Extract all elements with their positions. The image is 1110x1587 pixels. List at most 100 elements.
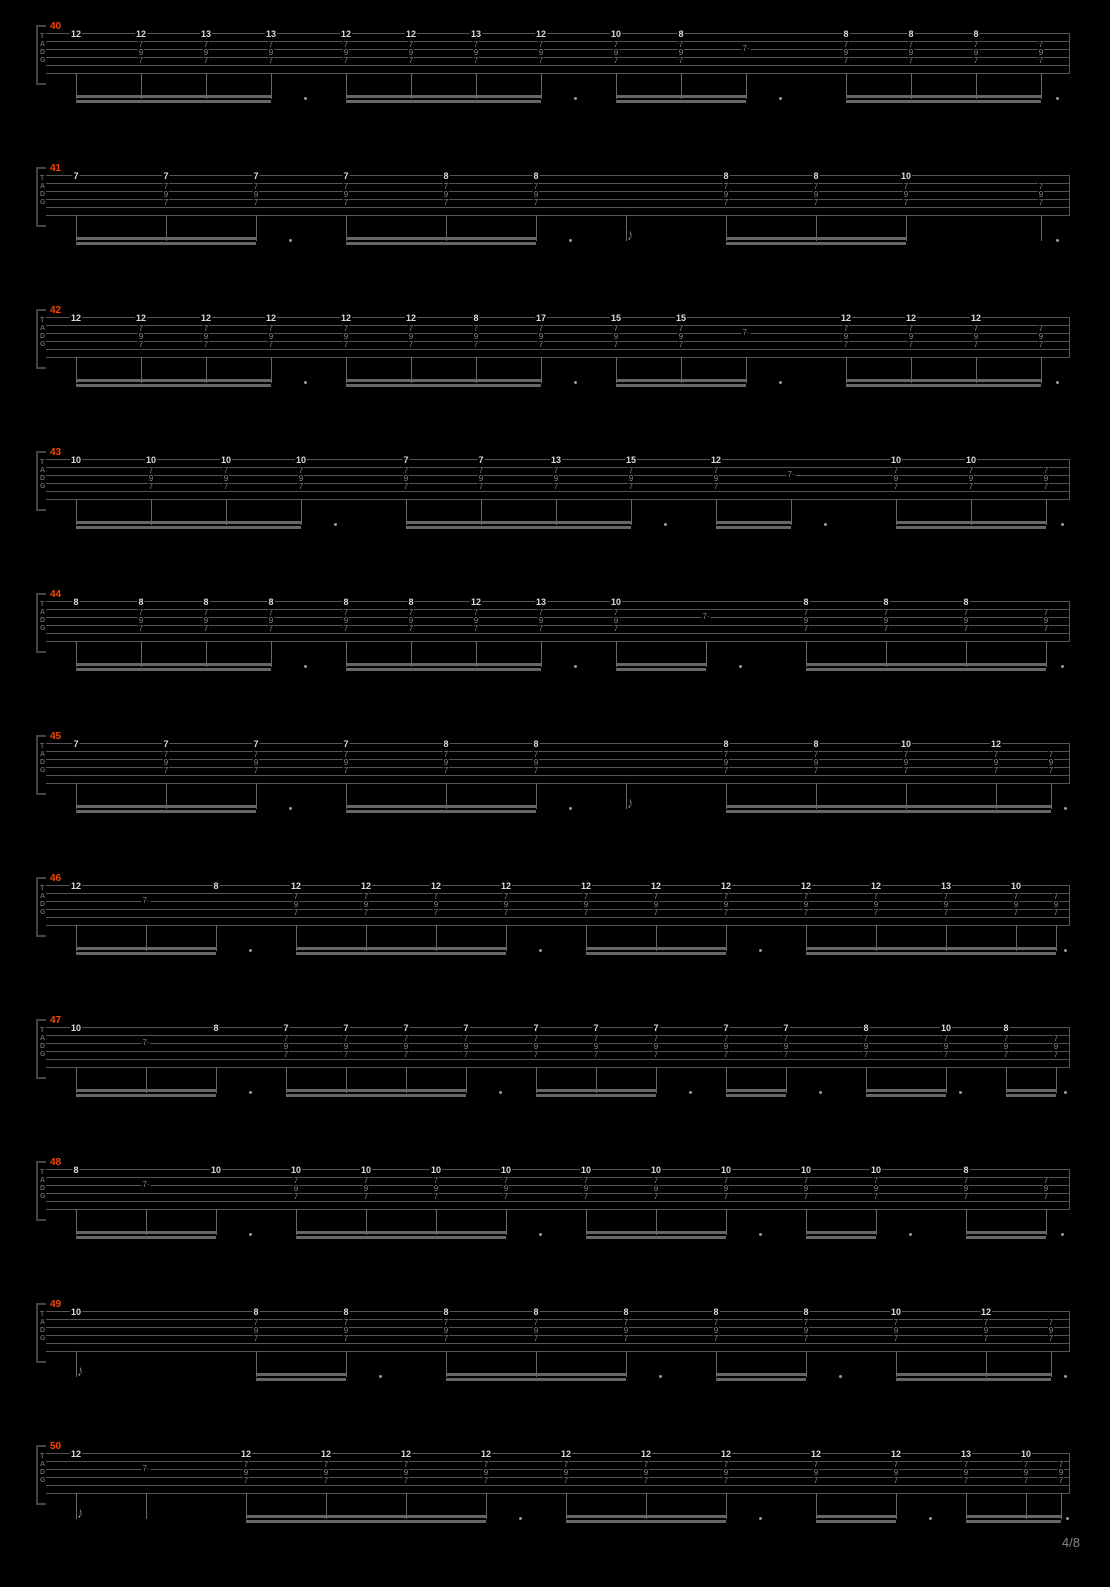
beam xyxy=(76,379,271,389)
chord-stack: 797 xyxy=(803,893,809,917)
beam xyxy=(846,379,1041,389)
fret-number: 12 xyxy=(535,29,547,39)
fret-number: 8 xyxy=(622,1307,629,1317)
beam xyxy=(286,1089,466,1099)
tab-string-labels: TADG xyxy=(40,743,45,775)
fret-number: 10 xyxy=(290,1165,302,1175)
fret-number: 13 xyxy=(535,597,547,607)
note-flag: ♪ xyxy=(628,227,633,245)
duration-dot xyxy=(1064,1091,1067,1094)
fret-number: 12 xyxy=(710,455,722,465)
note-stem xyxy=(1051,783,1052,809)
chord-stack: 797 xyxy=(1043,467,1049,491)
chord-stack: 797 xyxy=(993,751,999,775)
chord-stack: 797 xyxy=(723,183,729,207)
note-stem xyxy=(466,1067,467,1093)
beam xyxy=(76,947,216,957)
fret-number: 8 xyxy=(722,739,729,749)
duration-dot xyxy=(249,949,252,952)
fret-number: 12 xyxy=(200,313,212,323)
chord-stack: 797 xyxy=(723,1177,729,1201)
fret-number: 10 xyxy=(220,455,232,465)
chord-stack: 797 xyxy=(463,1035,469,1059)
fret-number: 12 xyxy=(405,29,417,39)
measure: 41TADG777977797779787978797♪879787971079… xyxy=(40,167,1070,292)
beam xyxy=(346,95,541,105)
note-stem xyxy=(256,215,257,241)
measure: 45TADG777977797779787978797♪879787971079… xyxy=(40,735,1070,860)
duration-dot xyxy=(819,1091,822,1094)
chord-stack: 797 xyxy=(343,751,349,775)
chord-stack: 797 xyxy=(803,1177,809,1201)
chord-stack: 797 xyxy=(723,1461,729,1485)
duration-dot xyxy=(759,949,762,952)
chord-stack: 797 xyxy=(723,893,729,917)
fret-number: 8 xyxy=(442,1307,449,1317)
beam xyxy=(296,1231,506,1241)
measure: 43TADG1010797107971079777977797137971579… xyxy=(40,451,1070,576)
tab-string-labels: TADG xyxy=(40,1311,45,1343)
beam xyxy=(586,1231,726,1241)
bar-number: 42 xyxy=(50,305,61,316)
measure: 50TADG12♪7·12797127971279712797127971279… xyxy=(40,1445,1070,1570)
note-stem xyxy=(896,1493,897,1519)
staff-lines xyxy=(46,175,1070,215)
rest-mark: 7· xyxy=(141,1039,150,1047)
rest-mark: 7· xyxy=(786,471,795,479)
note-stem xyxy=(486,1493,487,1519)
tab-string-labels: TADG xyxy=(40,33,45,65)
measure: 40TADG1212797137971379712797127971379712… xyxy=(40,25,1070,150)
duration-dot xyxy=(759,1233,762,1236)
chord-stack: 797 xyxy=(803,609,809,633)
beam xyxy=(76,1089,216,1099)
tab-string-labels: TADG xyxy=(40,1027,45,1059)
chord-stack: 797 xyxy=(1048,751,1054,775)
fret-number: 8 xyxy=(342,1307,349,1317)
fret-number: 7 xyxy=(72,171,79,181)
fret-number: 13 xyxy=(960,1449,972,1459)
fret-number: 10 xyxy=(890,455,902,465)
barline xyxy=(1069,885,1070,925)
beam xyxy=(966,1515,1061,1525)
fret-number: 12 xyxy=(480,1449,492,1459)
measure: 48TADG87·1010797107971079710797107971079… xyxy=(40,1161,1070,1286)
duration-dot xyxy=(499,1091,502,1094)
chord-stack: 797 xyxy=(1038,325,1044,349)
fret-number: 8 xyxy=(72,597,79,607)
fret-number: 12 xyxy=(560,1449,572,1459)
note-stem xyxy=(906,215,907,241)
chord-stack: 797 xyxy=(813,751,819,775)
fret-number: 10 xyxy=(70,455,82,465)
bar-number: 43 xyxy=(50,447,61,458)
note-stem xyxy=(541,641,542,667)
chord-stack: 797 xyxy=(1048,1319,1054,1343)
fret-number: 10 xyxy=(900,171,912,181)
chord-stack: 797 xyxy=(653,1177,659,1201)
duration-dot xyxy=(1056,239,1059,242)
duration-dot xyxy=(659,1375,662,1378)
staff-lines xyxy=(46,1311,1070,1351)
note-stem xyxy=(536,215,537,241)
note-stem xyxy=(271,641,272,667)
fret-number: 12 xyxy=(650,881,662,891)
chord-stack: 797 xyxy=(843,325,849,349)
note-stem xyxy=(146,1493,147,1519)
rest-mark: 7· xyxy=(141,897,150,905)
chord-stack: 797 xyxy=(1013,893,1019,917)
chord-stack: 797 xyxy=(678,325,684,349)
note-stem xyxy=(746,357,747,383)
beam xyxy=(806,947,1056,957)
barline xyxy=(1069,1027,1070,1067)
fret-number: 12 xyxy=(810,1449,822,1459)
chord-stack: 797 xyxy=(1053,893,1059,917)
duration-dot xyxy=(839,1375,842,1378)
tab-string-labels: TADG xyxy=(40,317,45,349)
fret-number: 7 xyxy=(72,739,79,749)
chord-stack: 797 xyxy=(268,325,274,349)
chord-stack: 797 xyxy=(163,751,169,775)
measure: 47TADG107·877977797779777977797779777977… xyxy=(40,1019,1070,1144)
fret-number: 13 xyxy=(265,29,277,39)
fret-number: 8 xyxy=(802,1307,809,1317)
note-stem xyxy=(1041,73,1042,99)
fret-number: 8 xyxy=(532,739,539,749)
